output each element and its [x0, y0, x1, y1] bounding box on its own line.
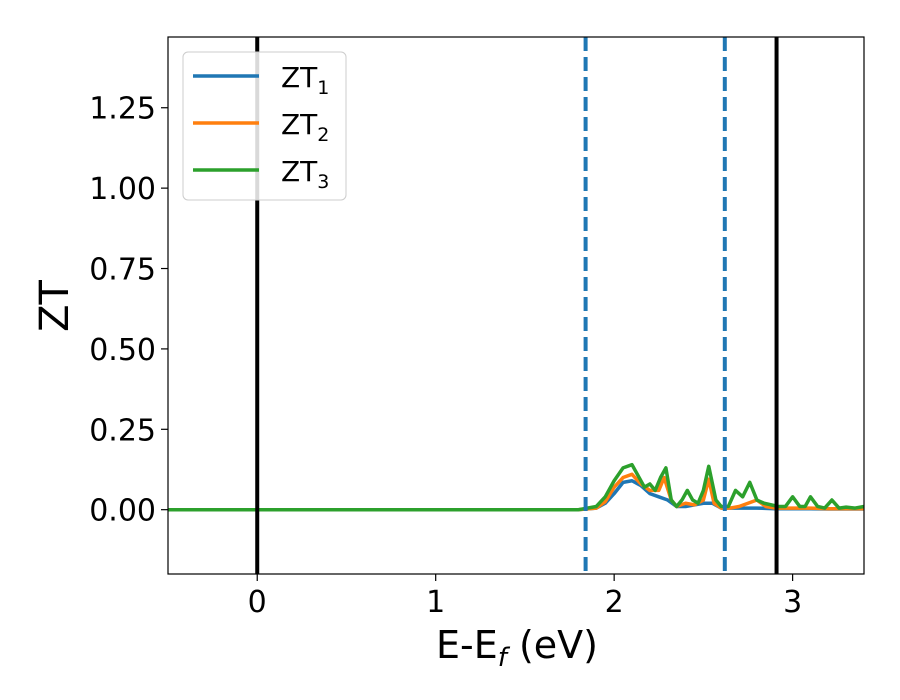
plot-frame — [167, 36, 865, 575]
x-tick-label: 0 — [248, 585, 267, 620]
y-axis: 0.00 0.25 0.50 0.75 1.00 1.25 — [89, 92, 168, 529]
y-tick-label: 0.00 — [89, 494, 156, 529]
x-tick-label: 2 — [605, 585, 624, 620]
y-tick-label: 1.25 — [89, 92, 156, 127]
legend-box — [182, 51, 347, 201]
legend-label-3: ZT3 — [281, 155, 329, 193]
y-tick-label: 0.50 — [89, 333, 156, 368]
y-tick-label: 1.00 — [89, 172, 156, 207]
series-line-2 — [168, 472, 864, 512]
x-tick-label: 1 — [426, 585, 445, 620]
x-axis: 0 1 2 3 — [248, 574, 802, 620]
legend-label-1: ZT1 — [281, 61, 329, 99]
y-tick-label: 0.75 — [89, 253, 156, 288]
legend-label-2: ZT2 — [281, 108, 329, 146]
series-line-3 — [168, 462, 864, 512]
x-axis-label-main: E-E — [436, 623, 498, 667]
legend: ZT1 ZT2 ZT3 — [182, 51, 347, 201]
series-line-1 — [168, 479, 864, 512]
x-tick-label: 3 — [783, 585, 802, 620]
x-axis-label-unit: (eV) — [507, 623, 598, 667]
y-axis-label: ZT — [32, 280, 78, 332]
x-axis-label: E-Ef (eV) — [436, 623, 598, 673]
y-tick-label: 0.25 — [89, 413, 156, 448]
